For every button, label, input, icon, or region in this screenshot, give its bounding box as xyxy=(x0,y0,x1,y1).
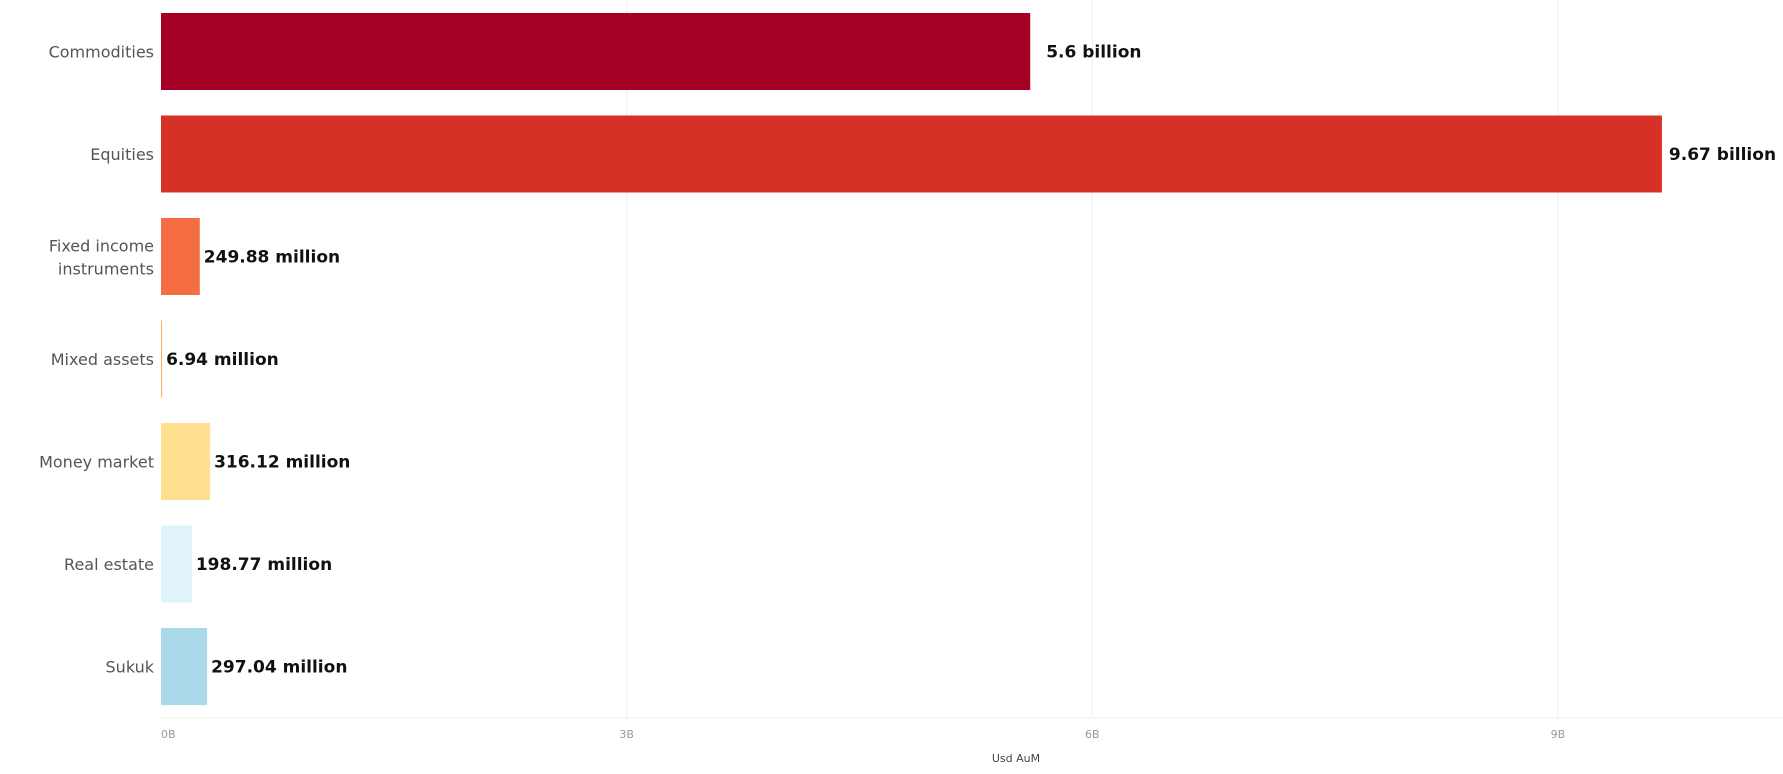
value-label: 198.77 million xyxy=(196,555,332,575)
category-label: Mixed assets xyxy=(51,350,154,369)
x-tick-label: 6B xyxy=(1085,728,1100,741)
value-label: 316.12 million xyxy=(214,453,350,473)
x-tick-label: 0B xyxy=(161,728,176,741)
value-label: 249.88 million xyxy=(204,248,340,268)
bar xyxy=(161,115,1662,193)
bar xyxy=(161,525,192,603)
bar xyxy=(161,628,208,705)
category-label: Fixed income instruments xyxy=(49,237,154,279)
category-label: Real estate xyxy=(64,555,154,574)
bar xyxy=(161,218,200,295)
category-label: Commodities xyxy=(49,43,154,62)
bar-layer xyxy=(161,13,1662,705)
x-axis-title: Usd AuM xyxy=(992,752,1040,765)
value-label: 6.94 million xyxy=(166,350,279,370)
category-label: Equities xyxy=(90,145,154,164)
x-tick-label: 3B xyxy=(619,728,634,741)
value-labels: 5.6 billion 9.67 billion 249.88 million 6.9… xyxy=(166,43,1776,678)
value-label: 297.04 million xyxy=(211,658,347,678)
bar xyxy=(161,423,211,500)
value-label: 9.67 billion xyxy=(1669,145,1776,165)
grid-layer xyxy=(161,0,1783,719)
bar xyxy=(161,320,163,398)
x-tick-labels: 0B 3B 6B 9B xyxy=(161,728,1565,741)
category-labels: Commodities Equities Fixed income instrumen… xyxy=(39,43,155,677)
value-label: 5.6 billion xyxy=(1046,43,1141,63)
category-label: Money market xyxy=(39,453,154,472)
x-tick-label: 9B xyxy=(1551,728,1566,741)
bar xyxy=(161,13,1031,90)
category-label: Sukuk xyxy=(106,658,155,677)
